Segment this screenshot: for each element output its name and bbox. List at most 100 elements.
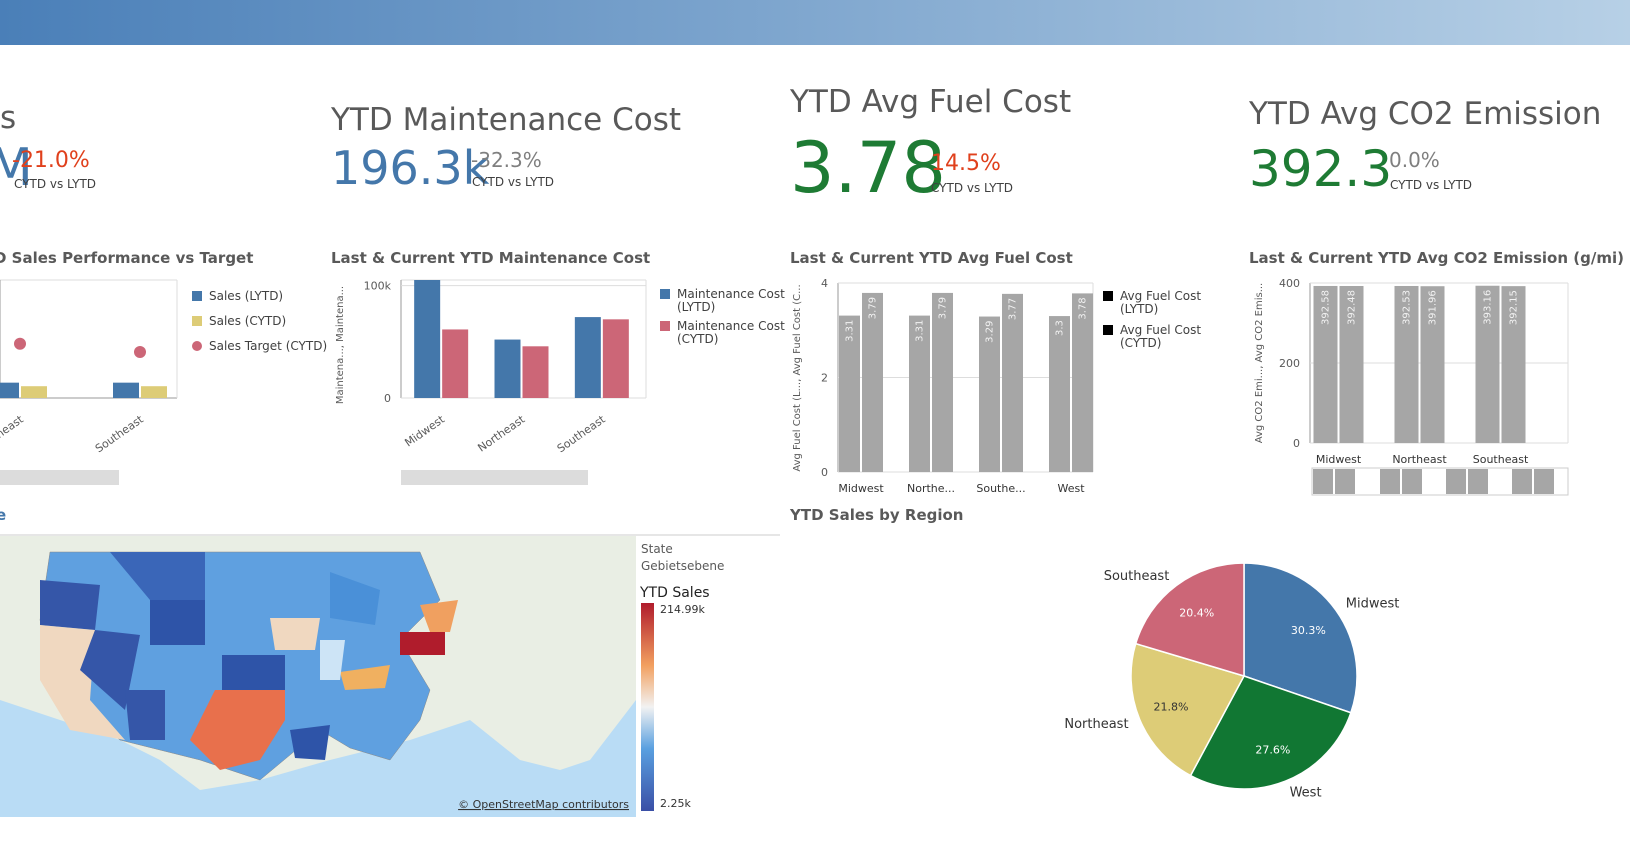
legend-label: Sales Target (CYTD) bbox=[209, 339, 327, 353]
scrollbar[interactable] bbox=[401, 470, 588, 485]
bar bbox=[113, 382, 139, 398]
x-tick-label: West bbox=[1057, 482, 1085, 495]
kpi-value: 196.3k bbox=[331, 141, 490, 195]
chart-title: Last & Current YTD Maintenance Cost bbox=[331, 249, 650, 267]
chart-title: Last & Current YTD Avg CO2 Emission (g/m… bbox=[1249, 249, 1624, 267]
legend-label: Avg Fuel Cost (LYTD) bbox=[1120, 289, 1201, 316]
kpi-title: s bbox=[0, 100, 16, 136]
bar bbox=[21, 386, 47, 398]
scale-max: 214.99k bbox=[660, 603, 705, 616]
legend-marker bbox=[660, 289, 670, 299]
x-tick-label: Northe... bbox=[907, 482, 955, 495]
y-tick-label: 0 bbox=[821, 466, 828, 479]
legend-marker bbox=[1103, 291, 1113, 301]
bar bbox=[0, 382, 19, 398]
bar bbox=[1313, 285, 1338, 443]
kpi-subtitle: CYTD vs LYTD bbox=[14, 177, 96, 191]
legend-marker bbox=[660, 321, 670, 331]
x-tick-label: Northeast bbox=[1392, 453, 1447, 466]
slice-label: 21.8% bbox=[1153, 700, 1188, 713]
bar bbox=[1420, 286, 1445, 443]
pie-slice bbox=[1243, 562, 1358, 714]
bar bbox=[1339, 286, 1364, 443]
value-label: 3.79 bbox=[868, 297, 879, 319]
kpi-change: -32.3% bbox=[471, 148, 542, 172]
value-label: 3.78 bbox=[1078, 297, 1089, 319]
target-dot bbox=[14, 337, 26, 350]
bar bbox=[602, 319, 629, 398]
x-tick-label: Southe... bbox=[976, 482, 1025, 495]
bar bbox=[1475, 285, 1500, 443]
bar bbox=[442, 329, 469, 398]
kpi-subtitle: CYTD vs LYTD bbox=[1390, 178, 1472, 192]
scrollbar[interactable] bbox=[0, 470, 119, 485]
legend-marker bbox=[192, 291, 202, 301]
value-label: 3.79 bbox=[938, 297, 949, 319]
bar bbox=[839, 315, 860, 472]
value-label: 3.31 bbox=[915, 320, 926, 342]
value-label: 393.16 bbox=[1483, 290, 1494, 325]
kpi-subtitle: CYTD vs LYTD bbox=[472, 175, 554, 189]
chart-title: Last & Current YTD Avg Fuel Cost bbox=[790, 249, 1073, 267]
x-tick-label: Southeast bbox=[1473, 453, 1529, 466]
y-tick-label: 400 bbox=[1279, 277, 1300, 290]
bar bbox=[979, 316, 1000, 472]
pie-slice bbox=[1189, 675, 1352, 790]
pie-slice bbox=[1134, 562, 1245, 678]
legend-label: Maintenance Cost (CYTD) bbox=[677, 319, 785, 346]
value-label: 392.53 bbox=[1402, 290, 1413, 325]
value-label: 392.15 bbox=[1509, 290, 1520, 325]
kpi-subtitle: CYTD vs LYTD bbox=[931, 181, 1013, 195]
category-label: Midwest bbox=[1346, 596, 1400, 611]
bar bbox=[494, 339, 521, 398]
category-label: Southeast bbox=[1104, 569, 1170, 584]
header-bar bbox=[0, 0, 1630, 45]
y-tick-label: 0 bbox=[384, 392, 391, 405]
x-tick-label: Northeast bbox=[0, 412, 26, 454]
chart-title: YTD Sales by Region bbox=[789, 506, 963, 524]
legend-marker bbox=[1103, 325, 1113, 335]
slice-label: 20.4% bbox=[1179, 607, 1214, 620]
bar bbox=[932, 292, 953, 472]
value-label: 3.77 bbox=[1008, 298, 1019, 320]
kpi-change: -21.0% bbox=[12, 148, 90, 173]
legend-label: Sales (CYTD) bbox=[209, 314, 286, 328]
legend-label: Sales (LYTD) bbox=[209, 289, 283, 303]
legend-title: YTD Sales bbox=[639, 585, 710, 601]
pie-slice bbox=[1130, 642, 1246, 777]
map-attribution[interactable]: © OpenStreetMap contributors bbox=[458, 798, 629, 811]
x-tick-label: Northeast bbox=[475, 412, 528, 454]
category-label: West bbox=[1290, 785, 1322, 800]
target-dot bbox=[134, 345, 146, 358]
kpi-title: YTD Avg CO2 Emission bbox=[1248, 96, 1601, 132]
map-title: e bbox=[0, 506, 6, 524]
y-tick-label: 4 bbox=[821, 277, 828, 290]
category-label: Northeast bbox=[1064, 717, 1128, 732]
map[interactable] bbox=[0, 536, 636, 817]
value-label: 3.31 bbox=[845, 320, 856, 342]
bar bbox=[574, 317, 601, 398]
bar bbox=[1002, 293, 1023, 472]
bar bbox=[1072, 293, 1093, 472]
chart-title: D Sales Performance vs Target bbox=[0, 249, 253, 267]
kpi-title: YTD Maintenance Cost bbox=[330, 102, 681, 138]
y-tick-label: 0 bbox=[1293, 437, 1300, 450]
legend-heading: State bbox=[641, 542, 673, 556]
slice-label: 27.6% bbox=[1255, 744, 1290, 757]
x-tick-label: Southeast bbox=[555, 412, 608, 455]
color-scale bbox=[641, 603, 654, 811]
y-tick-label: 2 bbox=[821, 372, 828, 385]
bar bbox=[909, 315, 930, 472]
kpi-change: 14.5% bbox=[931, 151, 1001, 176]
mini-chart-scroller[interactable] bbox=[1311, 467, 1569, 496]
kpi-title: YTD Avg Fuel Cost bbox=[789, 84, 1071, 120]
kpi-change: 0.0% bbox=[1389, 148, 1440, 172]
kpi-value: 392.3 bbox=[1249, 140, 1392, 198]
value-label: 3.3 bbox=[1055, 320, 1066, 336]
bar bbox=[141, 386, 167, 398]
value-label: 392.48 bbox=[1347, 290, 1358, 325]
bar bbox=[862, 292, 883, 472]
legend-marker bbox=[192, 316, 202, 326]
y-axis-label: Avg CO2 Emi..., Avg CO2 Emis... bbox=[1254, 283, 1265, 444]
